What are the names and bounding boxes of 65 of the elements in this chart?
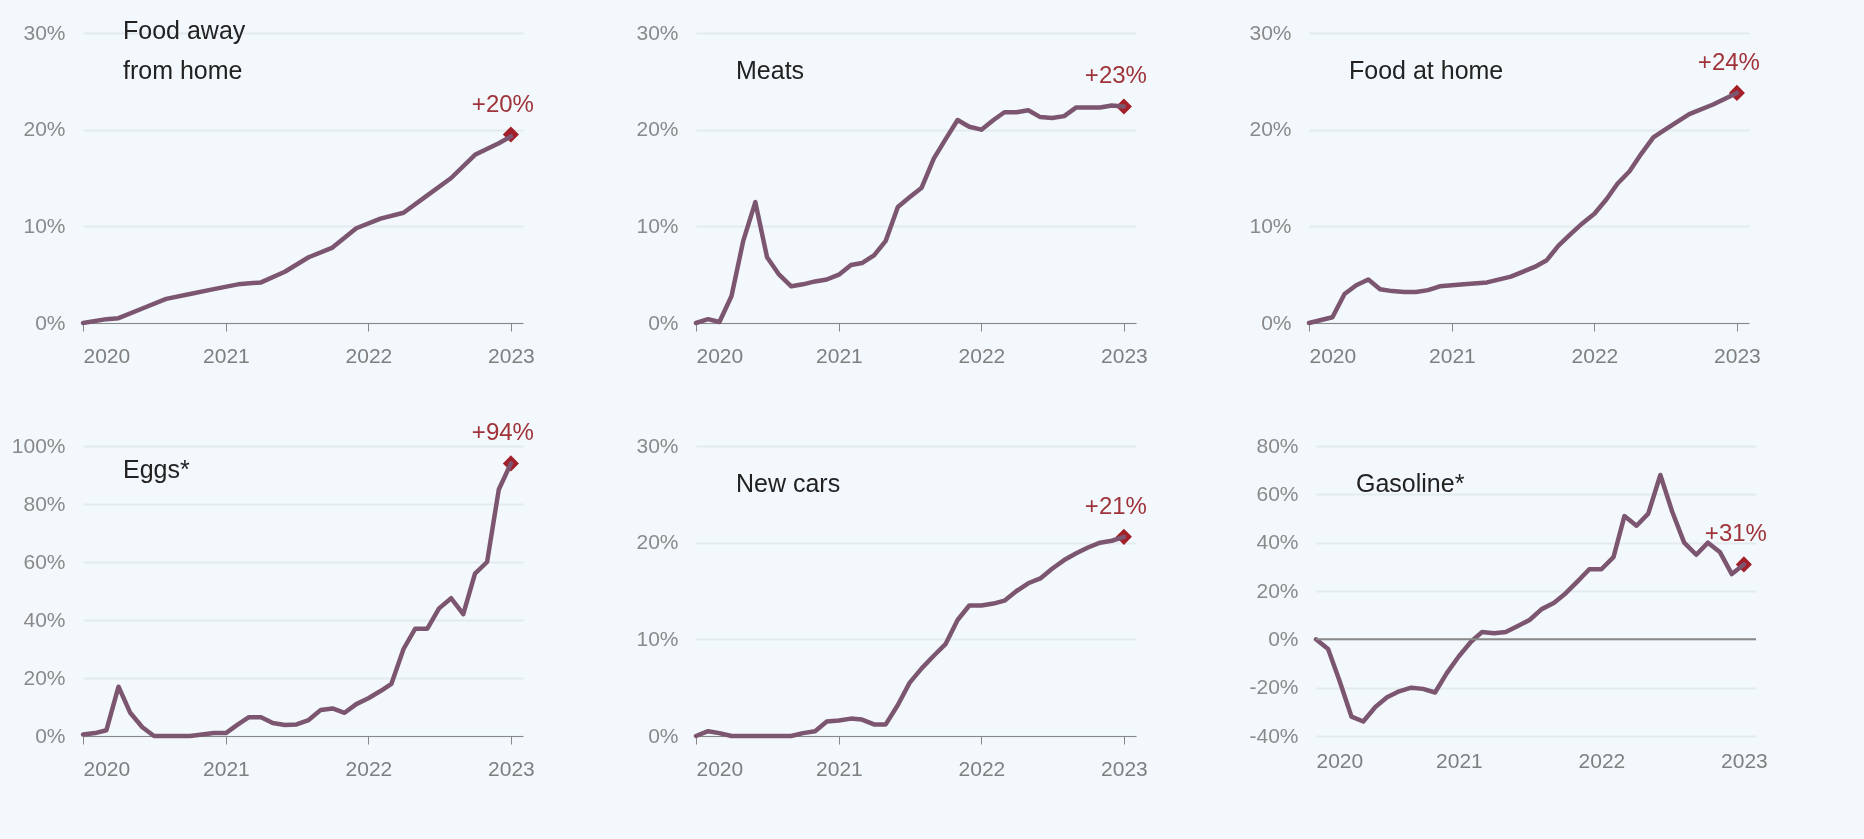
y-tick-label: 20% [23,117,66,141]
y-tick-label: 20% [636,530,679,554]
y-tick-label: 10% [636,213,679,237]
annotation: +94% [471,418,534,446]
y-tick-label: 40% [23,607,66,631]
y-tick-label: 0% [35,723,66,747]
x-tick-label: 2021 [203,343,250,367]
x-tick-label: 2020 [696,343,744,367]
text: Meats [736,56,805,84]
x-tick-label: 2023 [488,343,535,367]
x-tick-label: 2023 [1101,343,1148,367]
y-tick-label: 0% [648,723,679,747]
y-tick-label: 80% [1256,433,1299,457]
y-tick-label: -40% [1249,723,1299,747]
x-tick-label: 2020 [83,343,131,367]
x-tick-label: 2022 [958,343,1006,367]
y-tick-label: 40% [1256,530,1299,554]
x-tick-label: 2022 [958,756,1006,780]
text: New cars [736,469,841,497]
y-tick-label: 30% [636,433,679,457]
x-tick-label: 2023 [488,756,535,780]
annotation: +23% [1084,61,1147,89]
x-tick-label: 2023 [1721,748,1768,772]
x-tick-label: 2020 [83,756,131,780]
x-tick-label: 2022 [1578,748,1626,772]
x-tick-label: 2020 [1316,748,1364,772]
y-tick-label: 20% [1249,117,1292,141]
x-tick-label: 2022 [345,756,393,780]
chart-title: Food away from home [123,16,246,84]
y-tick-label: 100% [11,433,66,457]
x-tick-label: 2020 [696,756,744,780]
y-tick-label: 20% [23,665,66,689]
y-tick-label: 0% [1261,310,1292,334]
y-tick-label: 30% [1249,20,1292,44]
annotation: +31% [1704,519,1767,547]
annotation: +20% [471,89,534,117]
annotation: +24% [1697,47,1760,75]
y-tick-label: 10% [636,626,679,650]
chart-title: Eggs* [123,455,190,484]
x-tick-label: 2021 [1436,748,1483,772]
y-tick-label: 80% [23,491,66,515]
y-tick-label: 60% [1256,481,1299,505]
y-tick-label: 30% [636,20,679,44]
text: Food at home [1349,56,1504,84]
x-tick-label: 2023 [1101,756,1148,780]
annotation: +21% [1084,491,1147,519]
x-tick-label: 2021 [816,756,863,780]
x-tick-label: 2023 [1714,343,1761,367]
y-tick-label: 0% [35,310,66,334]
x-tick-label: 2021 [816,343,863,367]
y-tick-label: 10% [23,213,66,237]
x-tick-label: 2021 [1429,343,1476,367]
y-tick-label: 0% [1268,626,1299,650]
y-tick-label: 60% [23,549,66,573]
y-tick-label: -20% [1249,675,1299,699]
x-tick-label: 2022 [345,343,393,367]
x-tick-label: 2021 [203,756,250,780]
y-tick-label: 0% [648,310,679,334]
y-tick-label: 30% [23,20,66,44]
y-tick-label: 10% [1249,213,1292,237]
y-tick-label: 20% [1256,578,1299,602]
text: Gasoline* [1356,469,1465,497]
y-tick-label: 20% [636,117,679,141]
x-tick-label: 2022 [1571,343,1619,367]
x-tick-label: 2020 [1309,343,1357,367]
